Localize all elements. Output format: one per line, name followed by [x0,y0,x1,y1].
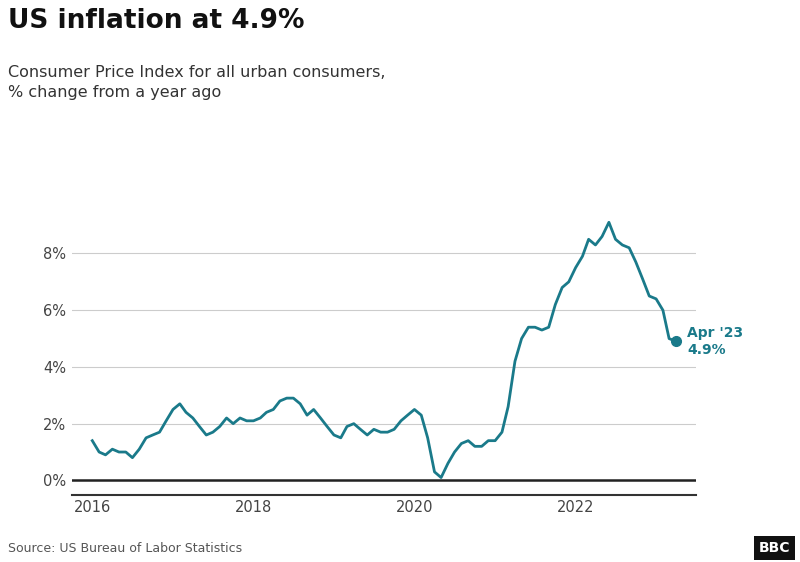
Text: Apr '23
4.9%: Apr '23 4.9% [687,326,743,357]
Text: Consumer Price Index for all urban consumers,
% change from a year ago: Consumer Price Index for all urban consu… [8,65,386,100]
Text: Source: US Bureau of Labor Statistics: Source: US Bureau of Labor Statistics [8,542,242,555]
Text: BBC: BBC [759,541,790,555]
Text: US inflation at 4.9%: US inflation at 4.9% [8,8,305,34]
